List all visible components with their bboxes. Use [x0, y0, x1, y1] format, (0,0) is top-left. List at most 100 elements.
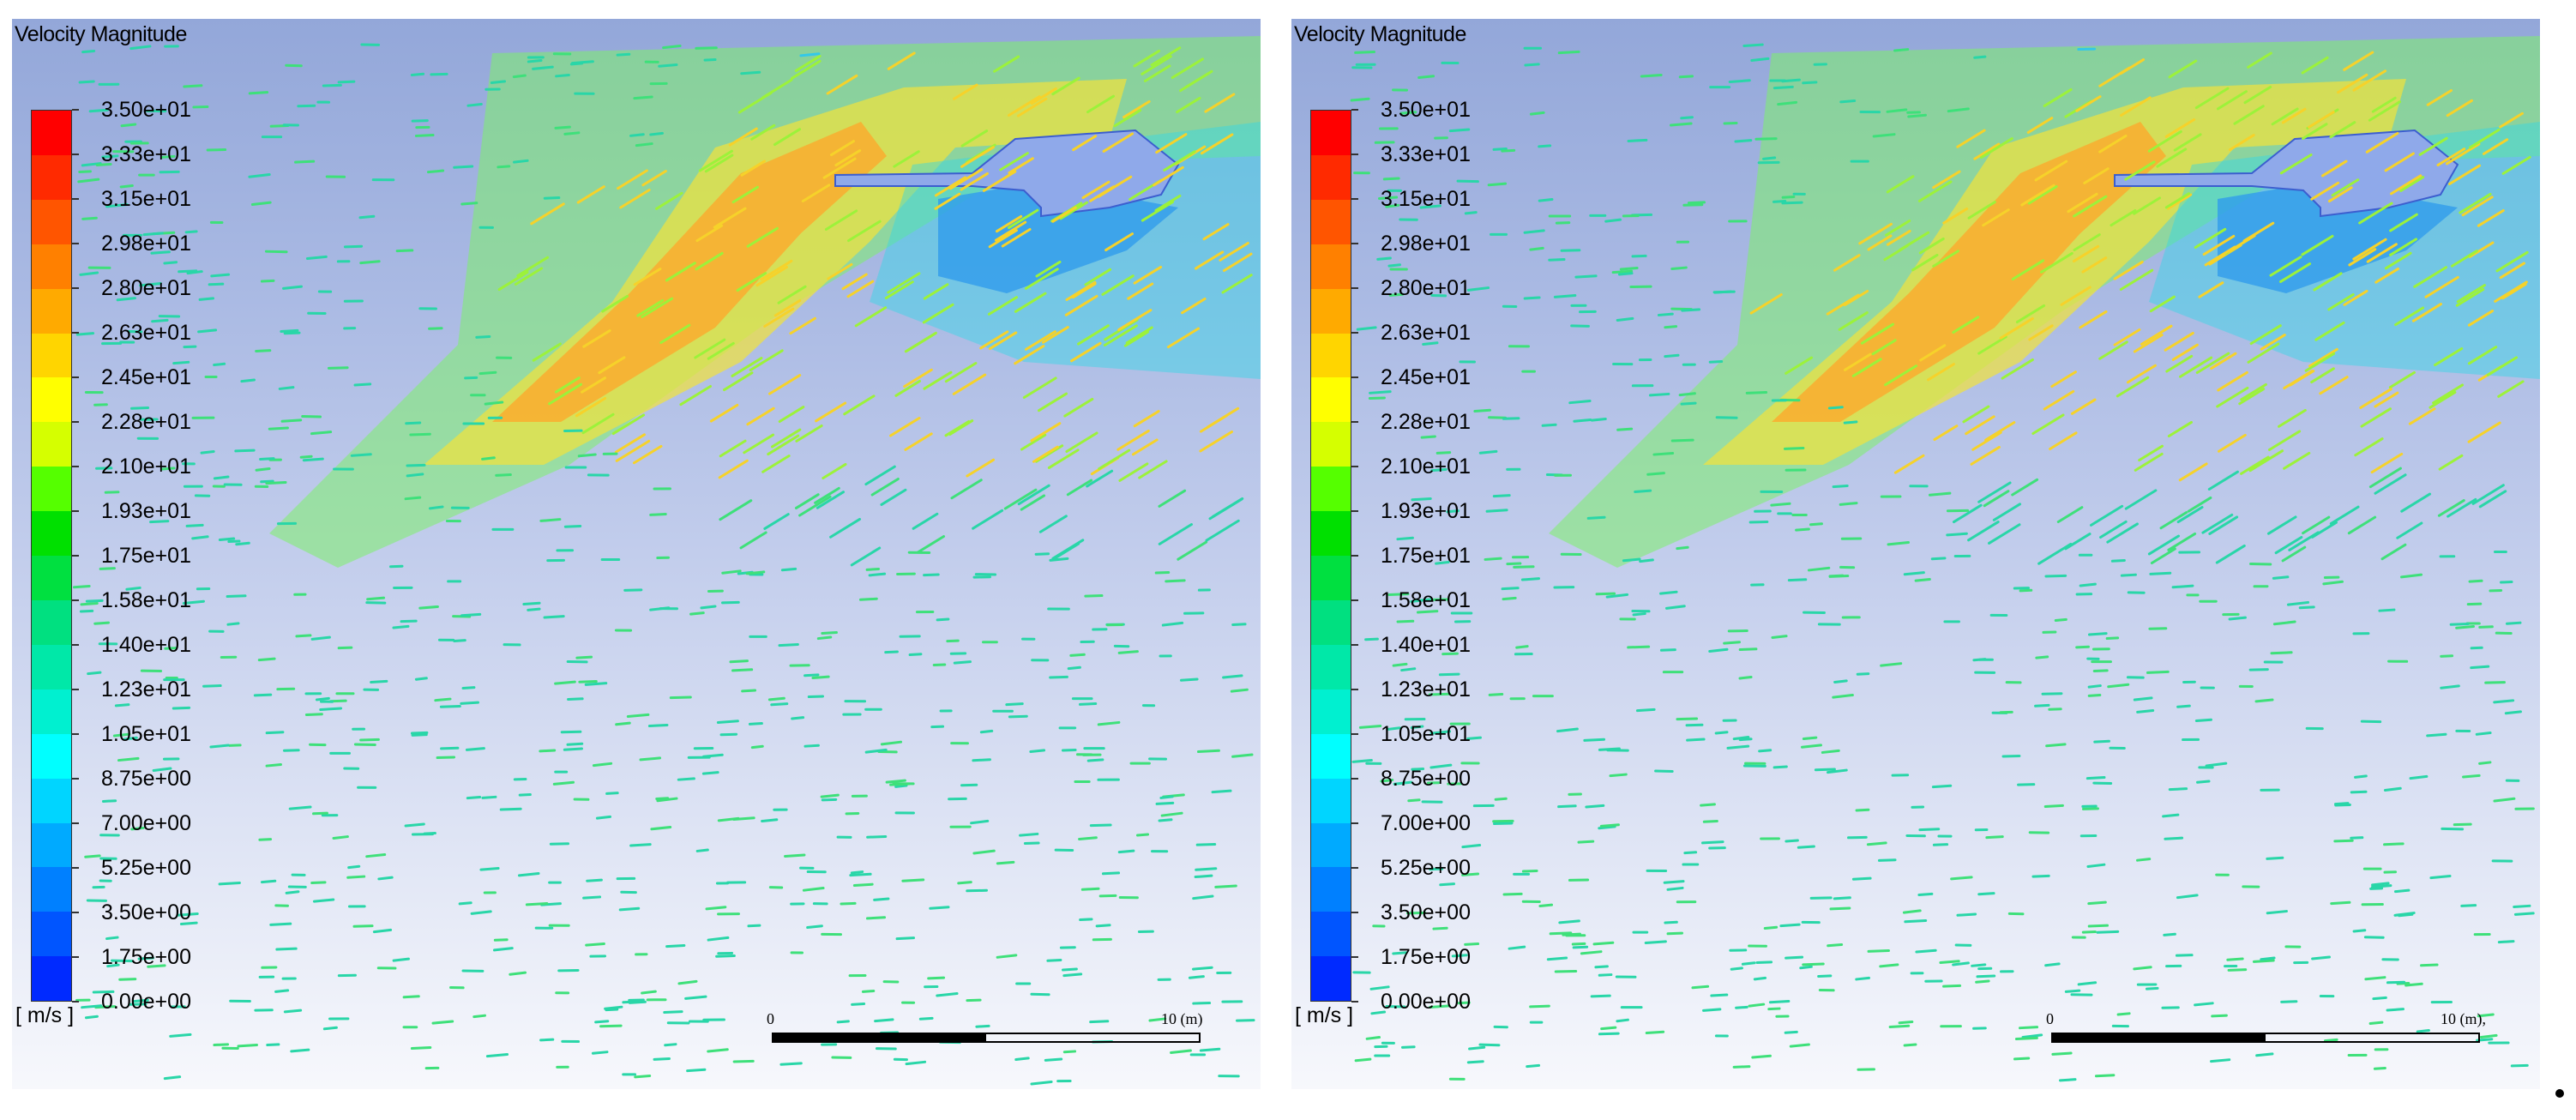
velocity-vector	[2165, 354, 2194, 373]
velocity-vector	[2383, 842, 2404, 846]
velocity-vector	[731, 357, 763, 377]
velocity-vector	[151, 318, 169, 323]
colorbar-tick-mark	[72, 867, 79, 869]
velocity-vector	[1826, 293, 1860, 316]
velocity-vector	[1538, 144, 1552, 148]
velocity-vector	[1886, 108, 1908, 113]
velocity-vector	[852, 882, 874, 888]
velocity-vector	[406, 473, 424, 478]
velocity-vector	[2479, 1033, 2498, 1039]
velocity-vector	[1843, 289, 1869, 307]
velocity-vector	[1095, 924, 1111, 928]
velocity-vector	[1640, 73, 1663, 78]
velocity-vector	[1385, 203, 1400, 208]
velocity-vector	[1488, 692, 1504, 696]
velocity-vector	[949, 168, 984, 190]
velocity-vector	[619, 188, 651, 209]
velocity-vector	[944, 362, 978, 383]
velocity-vector	[2500, 581, 2513, 584]
velocity-vector	[1188, 975, 1205, 979]
velocity-vector	[2327, 186, 2353, 203]
velocity-vector	[1019, 832, 1039, 837]
velocity-vector	[1928, 491, 1952, 497]
velocity-vector	[686, 1068, 707, 1073]
velocity-vector	[1062, 972, 1083, 978]
velocity-vector	[2343, 289, 2368, 306]
velocity-vector	[634, 1075, 652, 1079]
velocity-vector	[1399, 111, 1417, 115]
colorbar-swatch	[32, 956, 71, 1002]
velocity-vector	[1030, 422, 1062, 443]
velocity-vector	[1113, 109, 1142, 128]
velocity-vector	[2168, 59, 2198, 79]
velocity-vector	[1020, 433, 1047, 451]
velocity-vector	[1065, 280, 1097, 301]
velocity-vector	[527, 58, 543, 63]
velocity-vector	[1893, 454, 1925, 474]
velocity-vector	[430, 72, 448, 76]
velocity-vector	[615, 439, 651, 462]
colorbar-swatch	[1311, 288, 1351, 334]
velocity-vector	[2215, 544, 2246, 564]
velocity-vector	[1646, 472, 1665, 476]
colorbar-tick-label: 2.10e+01	[1381, 455, 1471, 479]
velocity-vector	[460, 612, 482, 617]
colorbar-tick-mark	[72, 555, 79, 557]
velocity-vector	[1927, 363, 1955, 382]
colorbar-tick-label: 3.15e+01	[1381, 187, 1471, 211]
velocity-vector	[1464, 942, 1480, 946]
velocity-vector	[1779, 923, 1801, 928]
velocity-vector	[1838, 311, 1869, 331]
colorbar-swatch	[32, 199, 71, 244]
velocity-vector	[1977, 335, 2007, 355]
velocity-vector	[1377, 196, 1399, 200]
velocity-vector	[434, 697, 452, 702]
velocity-vector	[1795, 527, 1810, 532]
velocity-vector	[1678, 392, 1696, 397]
velocity-vector	[763, 307, 795, 328]
velocity-vector	[1062, 1050, 1077, 1054]
colorbar-tick-label: 1.58e+01	[101, 588, 191, 612]
velocity-vector	[1364, 637, 1379, 641]
velocity-vector	[1158, 523, 1194, 545]
velocity-vector	[2374, 267, 2400, 284]
velocity-vector	[2429, 875, 2452, 880]
velocity-vector	[554, 125, 571, 129]
velocity-vector	[79, 271, 99, 276]
velocity-vector	[2021, 1033, 2043, 1039]
velocity-vector	[440, 746, 460, 750]
velocity-vector	[684, 995, 707, 1000]
velocity-vector	[1971, 963, 1987, 967]
colorbar-tick-label: 0.00e+00	[1381, 990, 1471, 1014]
velocity-vector	[2229, 134, 2255, 152]
velocity-vector	[226, 622, 240, 626]
colorbar-tick-mark	[72, 733, 79, 735]
velocity-vector	[605, 792, 619, 795]
trailing-dot	[2555, 1089, 2564, 1098]
velocity-vector	[1441, 652, 1459, 656]
velocity-vector	[1680, 401, 1697, 406]
velocity-vector	[1358, 724, 1382, 729]
colorbar-tick-mark	[1351, 733, 1358, 735]
velocity-vector	[2400, 573, 2423, 579]
velocity-vector	[594, 1020, 610, 1024]
velocity-vector	[1843, 352, 1872, 371]
velocity-vector	[1078, 836, 1098, 841]
velocity-vector	[2194, 87, 2230, 110]
velocity-vector	[972, 849, 996, 855]
velocity-vector	[2081, 256, 2108, 274]
colorbar-tick-mark	[1351, 912, 1358, 913]
velocity-vector	[1768, 999, 1791, 1004]
velocity-vector	[1985, 835, 2004, 840]
colorbar-swatch	[1311, 733, 1351, 779]
velocity-vector	[822, 157, 857, 179]
velocity-vector	[1064, 294, 1098, 316]
velocity-vector	[1770, 502, 1791, 507]
velocity-vector	[1833, 896, 1851, 900]
velocity-vector	[1785, 955, 1804, 960]
colorbar-tick-label: 0.00e+00	[101, 990, 191, 1014]
velocity-vector	[595, 815, 612, 820]
colorbar-swatch	[1311, 867, 1351, 912]
velocity-vector	[732, 816, 755, 822]
velocity-vector	[282, 285, 303, 290]
